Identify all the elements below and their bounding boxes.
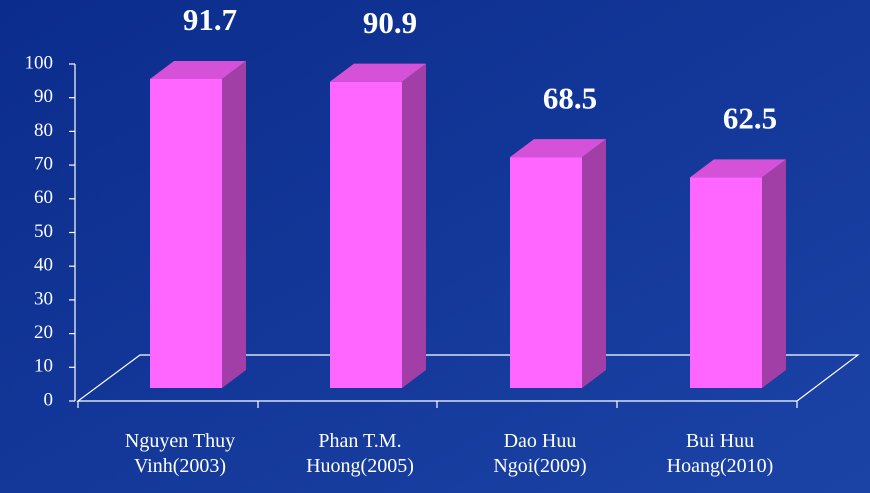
y-tick-label: 90 [34,86,53,107]
value-label: 91.7 [183,2,237,37]
bar-front [150,78,222,388]
bar-front [330,81,402,389]
value-label: 62.5 [723,100,777,135]
y-tick-label: 40 [34,255,53,276]
bar-front [690,177,762,388]
bar-top [690,159,786,178]
y-tick-label: 20 [34,322,53,343]
bar-side [762,159,786,388]
x-tick-label-line: Phan T.M. [318,430,401,452]
y-tick-label: 80 [34,120,53,141]
x-tick-label-line: Bui Huu [686,430,754,452]
y-tick-label: 100 [25,52,54,73]
x-tick-label: Bui Huu Hoang(2010) [667,430,774,477]
y-tick-label: 0 [44,389,54,410]
x-tick-label: Phan T.M. Huong(2005) [306,430,414,477]
x-tick-label-line: Dao Huu [504,430,577,452]
bar-top [150,60,246,79]
bar [690,159,786,388]
value-label: 90.9 [363,5,417,40]
bar [330,63,426,389]
bar-side [402,63,426,389]
y-tick-label: 60 [34,187,53,208]
x-tick-label-line: Hoang(2010) [667,455,774,477]
category-separators [77,401,798,408]
y-tick-label: 10 [34,356,53,377]
x-tick-label-line: Huong(2005) [306,455,414,477]
bar [150,60,246,388]
floor [76,354,860,402]
y-tick-label: 30 [34,288,53,309]
bar-front [510,157,582,388]
bar-side [582,139,606,388]
x-tick-label: Dao Huu Ngoi(2009) [493,430,586,477]
x-tick-label-line: Ngoi(2009) [493,455,586,477]
x-tick-label: Nguyen Thuy Vinh(2003) [125,430,235,477]
x-tick-label-line: Vinh(2003) [134,455,226,477]
bar [510,139,606,388]
bar-top [330,63,426,82]
value-label: 68.5 [543,80,597,115]
x-tick-label-line: Nguyen Thuy [125,430,235,452]
y-tick-label: 50 [34,221,53,242]
y-tick-label: 70 [34,153,53,174]
bar-top [510,139,606,158]
bar-side [222,60,246,388]
